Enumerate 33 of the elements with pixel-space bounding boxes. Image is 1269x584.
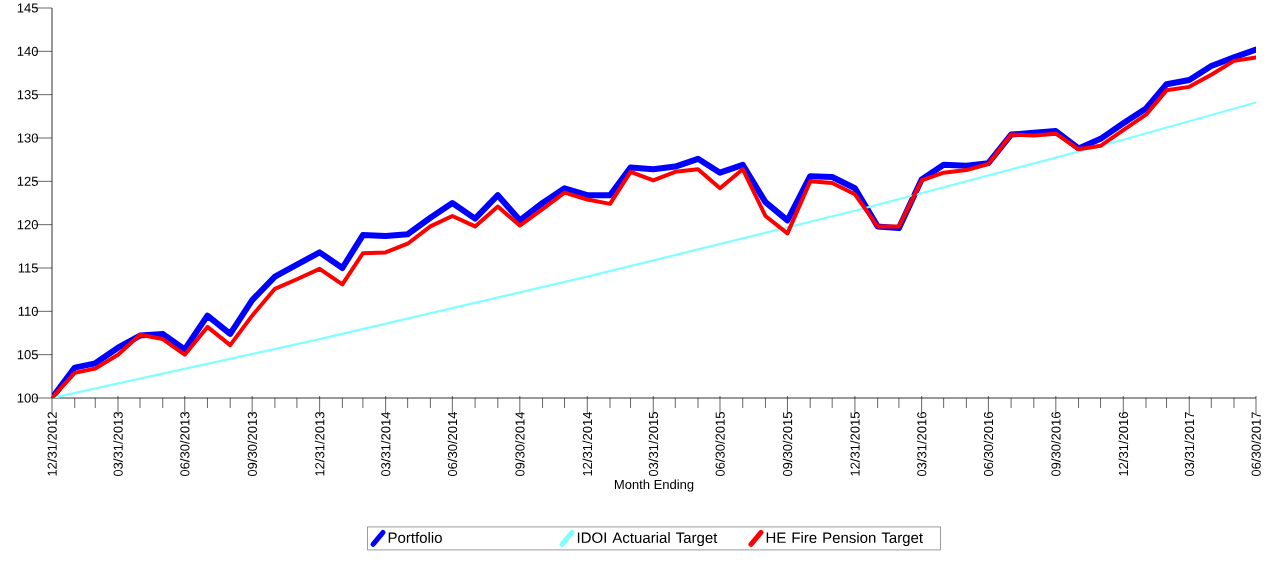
x-tick-label: 09/30/2013 — [247, 412, 257, 477]
x-axis-title: Month Ending — [614, 479, 694, 492]
x-tick-label: 12/31/2016 — [1118, 412, 1129, 476]
y-tick-label: 115 — [18, 263, 38, 273]
y-tick-label: 135 — [17, 90, 38, 100]
x-tick-label: 09/30/2015 — [782, 412, 793, 477]
x-tick-label: 03/31/2015 — [648, 412, 659, 477]
x-tick-label: 06/30/2014 — [447, 411, 458, 477]
x-tick-label: 06/30/2015 — [715, 412, 725, 477]
x-tick-label: 03/31/2013 — [113, 412, 123, 477]
legend-label: IDOI Actuarial Target — [577, 531, 718, 546]
y-tick-label: 105 — [17, 350, 38, 360]
x-tick-label: 06/30/2013 — [179, 412, 190, 477]
y-tick-label: 145 — [17, 3, 38, 13]
y-tick-label: 130 — [17, 133, 38, 143]
y-tick-label: 125 — [17, 176, 38, 186]
x-tick-label: 12/31/2015 — [850, 412, 860, 476]
x-tick-label: 03/31/2016 — [916, 412, 927, 477]
x-tick-label: 03/31/2017 — [1184, 412, 1195, 477]
x-tick-label: 09/30/2016 — [1051, 412, 1061, 477]
y-tick-label: 140 — [17, 46, 38, 56]
y-tick-label: 110 — [18, 306, 38, 316]
x-tick-label: 12/31/2014 — [582, 411, 593, 476]
x-tick-label: 03/31/2014 — [380, 411, 391, 477]
x-tick-label: 12/31/2012 — [47, 412, 57, 476]
legend-label: Portfolio — [388, 531, 442, 543]
x-tick-label: 06/30/2017 — [1251, 412, 1261, 477]
x-tick-label: 06/30/2016 — [983, 412, 994, 477]
y-tick-label: 120 — [17, 220, 38, 230]
legend-label: HE Fire Pension Target — [766, 531, 923, 546]
y-tick-label: 100 — [17, 393, 38, 403]
x-tick-label: 12/31/2013 — [314, 412, 325, 476]
x-tick-label: 09/30/2014 — [515, 411, 525, 477]
